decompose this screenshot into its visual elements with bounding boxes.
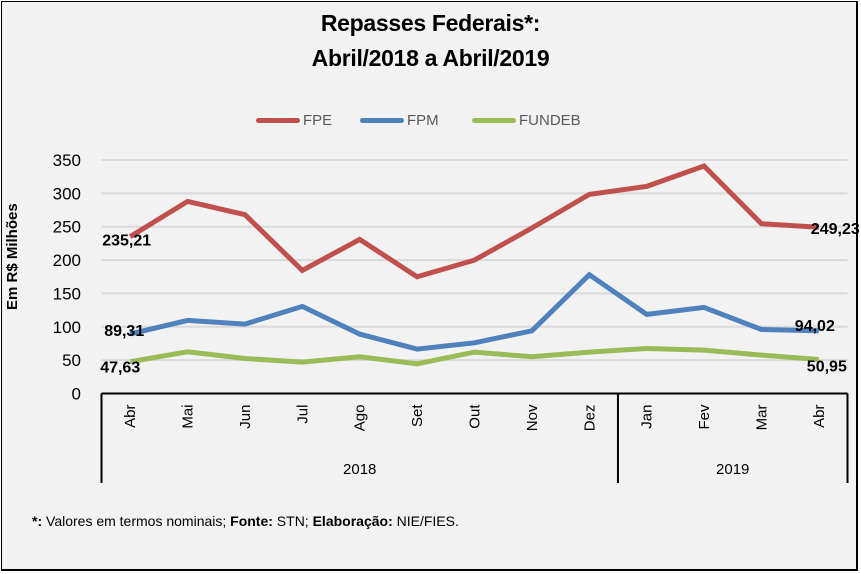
chart-title-line-1: Repasses Federais*: [320,10,541,36]
series-line-fpe [128,163,819,280]
year-group-label: 2019 [716,461,749,478]
x-tick-label: Ago [352,405,369,432]
chart-title-line-2: Abril/2018 a Abril/2019 [311,45,550,71]
legend-swatch-fundeb [472,117,516,123]
x-tick-label: Mai [180,405,197,429]
y-tick-labels: 0 50 100 150 200 250 300 350 [53,151,81,404]
y-tick-label: 350 [53,151,81,170]
legend-swatch-fpe [256,117,300,123]
data-label-last-fpm: 94,02 [795,318,835,335]
legend-label-fpm: FPM [407,111,439,129]
x-tick-label: Abr [122,404,139,427]
legend-swatch-fpm [360,117,404,123]
data-label-first-fundeb: 47,63 [100,360,140,377]
series-line-fpm [129,271,819,352]
data-label-first-fpe: 235,21 [102,233,151,250]
x-tick-label: Nov [524,404,541,431]
data-label-last-fundeb: 50,95 [807,359,847,376]
x-tick-label: Out [467,404,484,429]
footnote-source-text: STN; [272,513,313,529]
x-tick-label: Jul [294,405,311,424]
x-tick-label: Set [409,404,426,427]
y-tick-label: 250 [53,218,81,237]
year-group-label: 2018 [343,461,376,478]
footnote-asterisk-text: Valores em termos nominais; [42,513,231,529]
footnote-prepared-text: NIE/FIES. [392,513,459,529]
data-label-first-fpm: 89,31 [104,323,144,340]
x-tick-label: Abr [811,404,828,427]
x-tick-label: Jan [639,405,656,429]
footnote-asterisk-label: *: [32,513,43,529]
y-tick-label: 150 [53,284,81,303]
y-tick-label: 50 [62,351,81,370]
series-line-fundeb [129,345,819,367]
series-lines [128,163,819,367]
legend-item-fpe: FPE [256,110,332,130]
legend-item-fpm: FPM [360,110,439,130]
data-label-last-fpe: 249,23 [811,221,860,238]
footnote-prepared-label: Elaboração: [312,513,393,529]
x-tick-label: Fev [696,404,713,430]
footnote: *: Valores em termos nominais; Fonte: ST… [32,513,459,529]
x-tick-label: Dez [581,405,598,432]
y-tick-label: 200 [53,251,81,270]
legend-label-fundeb: FUNDEB [519,111,581,129]
legend-label-fpe: FPE [303,111,333,129]
y-tick-label: 300 [53,184,81,203]
x-axis: 2018 2019 Abr Mai Jun Jul Ago Set Out Nov Dez Jan Fe… [100,392,849,483]
y-tick-label: 100 [53,318,81,337]
x-tick-label: Jun [237,405,254,429]
legend-item-fundeb: FUNDEB [472,110,581,130]
x-tick-label: Mar [753,405,770,431]
footnote-source-label: Fonte: [230,513,273,529]
data-labels: 235,21 249,23 89,31 94,02 47,63 50,95 [100,221,860,376]
y-tick-label: 0 [72,385,81,404]
gridlines [101,159,848,362]
